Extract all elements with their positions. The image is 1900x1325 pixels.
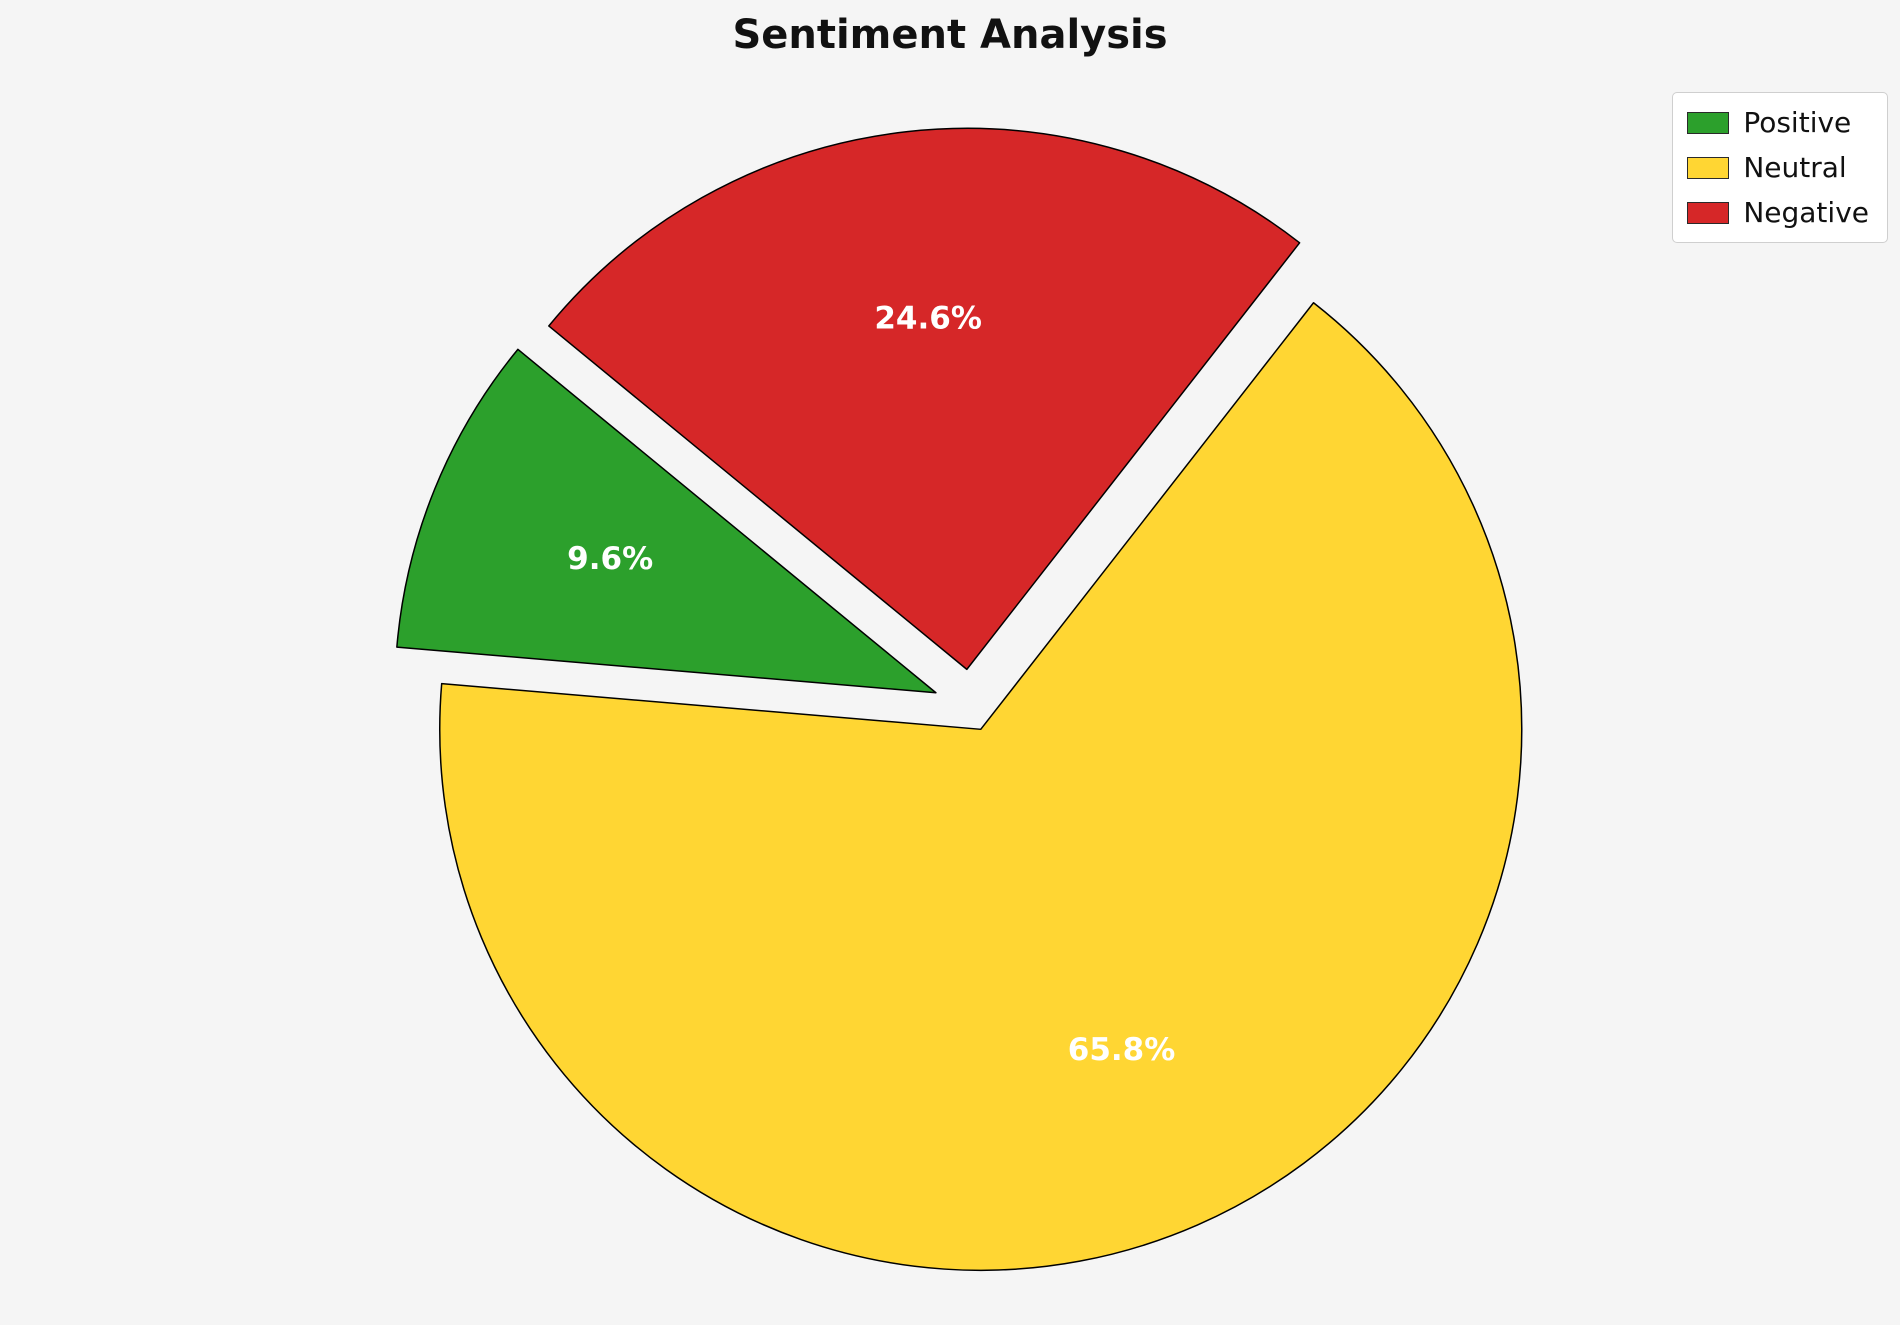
- pie-percent-label-neutral: 65.8%: [1068, 1032, 1176, 1068]
- legend-swatch-negative: [1687, 201, 1730, 224]
- pie-percent-label-positive: 9.6%: [567, 541, 653, 577]
- legend-label-neutral: Neutral: [1743, 151, 1847, 184]
- legend-label-positive: Positive: [1743, 106, 1852, 139]
- pie-percent-label-negative: 24.6%: [874, 300, 982, 336]
- legend-item-negative: Negative: [1687, 195, 1869, 230]
- legend-item-neutral: Neutral: [1687, 150, 1869, 185]
- legend-item-positive: Positive: [1687, 105, 1869, 140]
- pie-slice-negative: [548, 127, 1301, 671]
- legend: Positive Neutral Negative: [1672, 92, 1888, 243]
- pie-slice-neutral: [439, 302, 1523, 1271]
- legend-swatch-positive: [1687, 111, 1730, 134]
- legend-swatch-neutral: [1687, 156, 1730, 179]
- chart-title: Sentiment Analysis: [732, 12, 1168, 58]
- legend-label-negative: Negative: [1743, 196, 1869, 229]
- pie-slice-positive: [396, 348, 937, 694]
